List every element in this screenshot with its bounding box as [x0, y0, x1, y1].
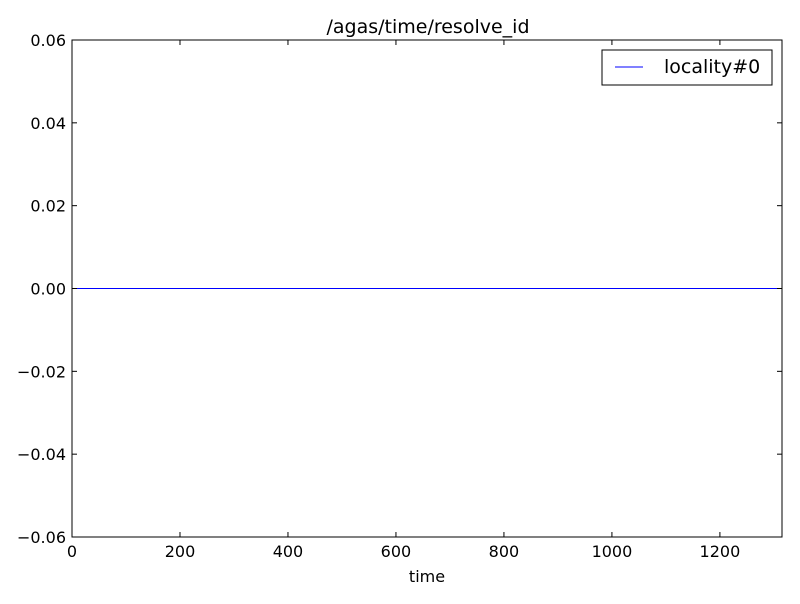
- x-tick-label: 400: [273, 542, 304, 561]
- y-tick-label: 0.04: [30, 114, 66, 133]
- x-tick-label: 1000: [592, 542, 633, 561]
- x-tick-label: 600: [381, 542, 412, 561]
- x-tick-label: 0: [67, 542, 77, 561]
- y-tick-label: −0.04: [17, 445, 66, 464]
- x-tick-label: 200: [165, 542, 196, 561]
- legend: locality#0: [601, 49, 773, 86]
- y-tick-label: −0.02: [17, 362, 66, 381]
- legend-label: locality#0: [664, 56, 760, 78]
- plot-area: 0 200 400 600 800 1000 1200 0.06 0.04 0.02 0.00 −0.…: [17, 31, 783, 561]
- y-tick-label: −0.06: [17, 528, 66, 547]
- x-tick-label: 800: [489, 542, 520, 561]
- y-tick-label: 0.00: [30, 280, 66, 299]
- x-axis-label: time: [409, 567, 445, 586]
- y-tick-label: 0.06: [30, 31, 66, 50]
- y-tick-label: 0.02: [30, 197, 66, 216]
- chart-title: /agas/time/resolve_id: [326, 16, 529, 38]
- x-tick-label: 1200: [700, 542, 741, 561]
